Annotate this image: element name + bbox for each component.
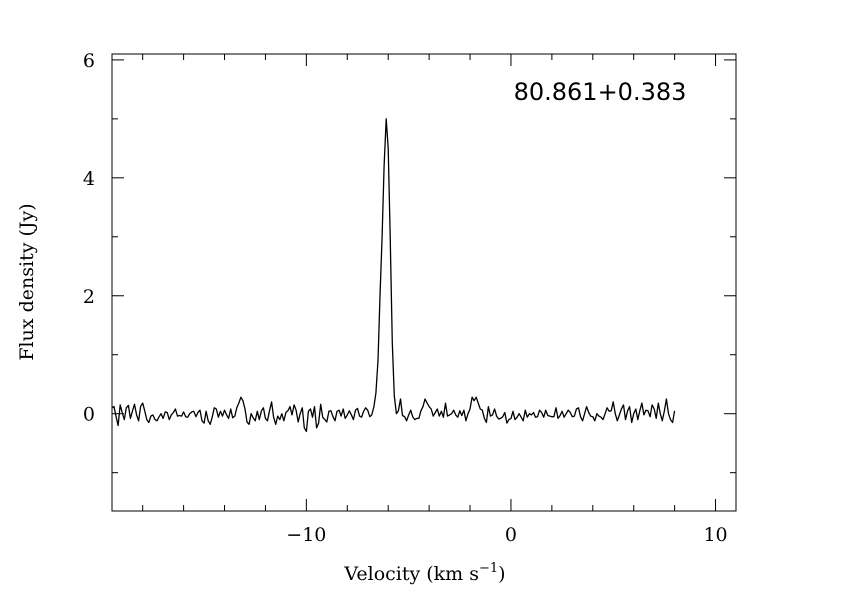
y-tick-label: 2 — [83, 286, 95, 308]
source-annotation: 80.861+0.383 — [514, 78, 687, 106]
x-axis-title: Velocity (km s−1) — [343, 561, 505, 585]
plot-frame — [111, 53, 737, 512]
y-tick-label: 0 — [83, 404, 95, 426]
y-axis-title: Flux density (Jy) — [16, 203, 38, 360]
x-tick-label: 10 — [703, 524, 727, 546]
x-axis-title-close: ) — [498, 563, 505, 585]
spectrum-line — [111, 118, 676, 433]
x-axis-title-main: Velocity (km s — [343, 563, 479, 585]
tick-labels: −10 0 10 0 2 4 6 — [83, 50, 728, 546]
y-tick-label: 4 — [83, 168, 95, 190]
x-tick-label: 0 — [505, 524, 517, 546]
x-axis-title-exponent: −1 — [479, 561, 498, 576]
x-tick-label: −10 — [286, 524, 326, 546]
axis-ticks — [112, 54, 736, 511]
y-tick-label: 6 — [83, 50, 95, 72]
